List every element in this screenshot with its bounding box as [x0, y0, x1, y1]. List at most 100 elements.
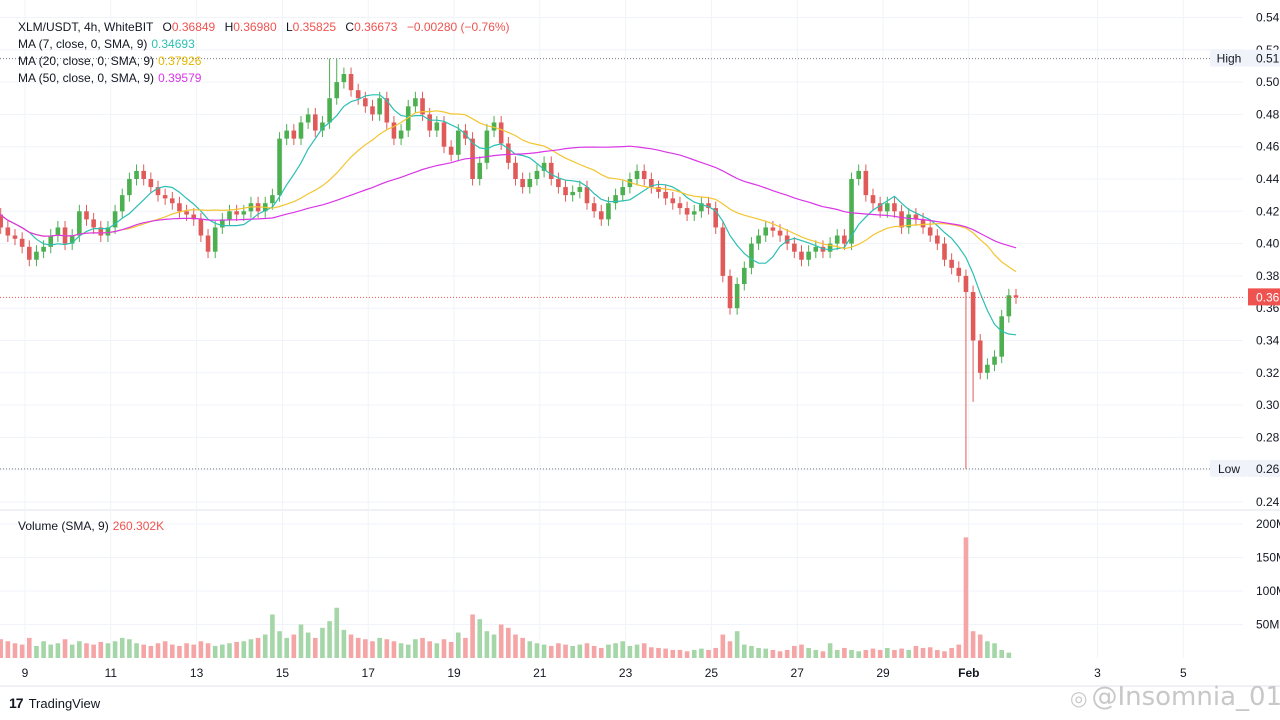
candle-body: [977, 340, 983, 373]
volume-tick-label: 100M: [1256, 584, 1280, 598]
candle-body: [391, 122, 397, 139]
candle-body: [985, 364, 990, 373]
tradingview-logo[interactable]: 17 TradingView: [9, 694, 100, 712]
candle-body: [491, 122, 497, 131]
time-tick-label: 23: [619, 666, 633, 680]
volume-bar: [34, 645, 39, 658]
volume-legend[interactable]: Volume (SMA, 9) 260.302K: [18, 518, 164, 534]
candle-body: [298, 122, 304, 139]
moving-averages: [0, 94, 1017, 336]
candle-body: [956, 267, 962, 276]
volume-bar: [355, 637, 361, 658]
volume-bar: [127, 639, 132, 658]
volume-bar: [734, 631, 740, 658]
price-tick-label: 0.48: [1256, 107, 1280, 121]
volume-bar: [506, 627, 511, 658]
candle-body: [370, 106, 375, 115]
candle-body: [727, 275, 733, 309]
low-badge-label-bg: [1210, 459, 1248, 477]
volume-bar: [856, 651, 861, 658]
ma7-legend[interactable]: MA (7, close, 0, SMA, 9) 0.34693: [18, 36, 195, 52]
volume-bar: [312, 637, 318, 658]
ma7-value: 0.34693: [151, 37, 195, 51]
volume-bar: [262, 634, 268, 658]
volume-bar: [162, 641, 168, 658]
candle-body: [377, 98, 382, 115]
candle-body: [134, 170, 139, 179]
price-tick-label: 0.24: [1256, 495, 1280, 509]
candle-body: [77, 211, 82, 236]
volume-bar: [5, 641, 11, 658]
volume-tick-label: 50M: [1256, 618, 1279, 632]
volume-bar: [91, 644, 96, 658]
volume-bar: [77, 641, 82, 658]
candle-body: [119, 195, 125, 212]
volume-bar: [620, 641, 626, 658]
volume-bar: [670, 649, 676, 658]
candle-body: [26, 246, 32, 260]
high-badge-value: 0.51: [1256, 52, 1280, 66]
volume-bar: [241, 641, 247, 658]
volume-bar: [806, 647, 811, 658]
ma20-legend[interactable]: MA (20, close, 0, SMA, 9) 0.37926: [18, 53, 201, 69]
price-axis[interactable]: 0.24 0.26 0.28 0.30 0.32 0.34 0.36 0.38 0.40 0.42…: [1256, 11, 1280, 632]
volume-bar: [169, 644, 175, 658]
volume-bar: [198, 641, 204, 658]
candle-body: [455, 130, 461, 155]
volume-bar: [84, 643, 89, 658]
candle-body: [162, 195, 168, 199]
price-tick-label: 0.54: [1256, 11, 1280, 25]
volume-bar: [677, 649, 683, 658]
price-tick-label: 0.38: [1256, 269, 1280, 283]
ma50-legend[interactable]: MA (50, close, 0, SMA, 9) 0.39579: [18, 70, 201, 86]
volume-bar: [112, 641, 118, 658]
candle-body: [813, 246, 819, 252]
volume-bar: [985, 641, 990, 658]
candle-body: [920, 219, 926, 228]
candle-body: [312, 114, 318, 131]
volume-bar: [434, 643, 440, 658]
candle-body: [105, 227, 111, 236]
time-tick-label: 21: [533, 666, 547, 680]
price-tick-label: 0.40: [1256, 237, 1280, 251]
volume-tick-label: 200M: [1256, 517, 1280, 531]
candle-body: [677, 203, 683, 209]
candle-body: [649, 179, 654, 188]
candle-body: [155, 187, 161, 196]
volume-bar: [563, 644, 568, 658]
volume-bar: [977, 634, 983, 658]
volume-bar: [920, 647, 926, 658]
candle-body: [141, 170, 146, 179]
volume-bar: [656, 647, 661, 658]
volume-bar: [270, 614, 275, 658]
candle-body: [234, 211, 239, 215]
price-tick-label: 0.28: [1256, 430, 1280, 444]
candle-body: [713, 208, 718, 228]
volume-bar: [62, 639, 68, 658]
symbol-label[interactable]: XLM/USDT, 4h, WhiteBIT: [18, 20, 154, 34]
price-tick-label: 0.50: [1256, 75, 1280, 89]
volume-bar: [119, 637, 125, 658]
candle-body: [834, 235, 840, 244]
candle-body: [384, 98, 390, 123]
volume-bar: [970, 631, 976, 658]
volume-bar: [935, 649, 940, 658]
volume-bar: [463, 637, 468, 658]
candle-body: [999, 316, 1004, 357]
candle-body: [570, 191, 575, 196]
volume-bar: [842, 647, 847, 658]
volume-label: Volume (SMA, 9): [18, 519, 109, 533]
volume-bar: [956, 644, 962, 658]
candle-body: [5, 227, 11, 236]
time-axis[interactable]: 9 11 13 15 17 19 21 23 25 27 29 Feb 3 5: [22, 666, 1187, 680]
candle-body: [184, 211, 189, 215]
time-tick-label: 17: [362, 666, 376, 680]
candle-body: [363, 98, 368, 107]
volume-bar: [155, 643, 161, 658]
volume-tick-label: 150M: [1256, 551, 1280, 565]
watermark: ◎ @Insomnia_01: [1070, 682, 1280, 712]
candle-body: [341, 74, 347, 83]
time-tick-label: 3: [1094, 666, 1101, 680]
time-tick-label: Feb: [958, 666, 979, 680]
